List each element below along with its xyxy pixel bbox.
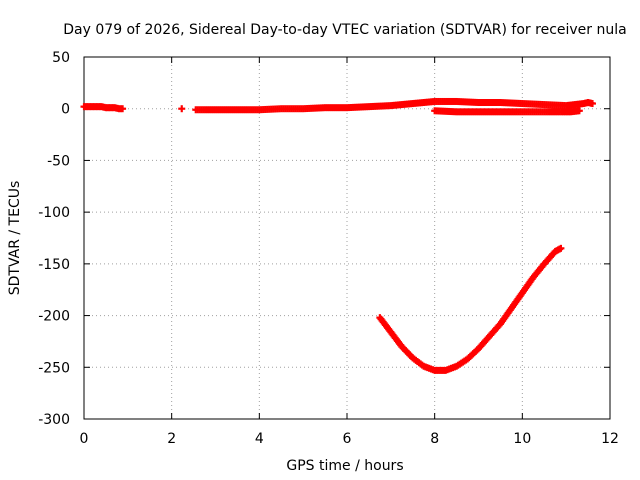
y-tick-label: -150 — [38, 257, 70, 273]
y-tick-label: -300 — [38, 412, 70, 428]
points-layer — [80, 97, 596, 374]
data-point-segment-curve — [557, 244, 565, 252]
axis-layer: 0 2 4 6 8 10 12 50 0 -50 -100 -150 -200 -250 -300 — [38, 50, 619, 447]
x-tick-label: 2 — [167, 431, 176, 447]
data-point-segment-lower-branch — [575, 107, 583, 115]
data-point-isolated-point — [178, 105, 186, 113]
y-tick-label: -200 — [38, 309, 70, 325]
x-tick-label: 10 — [513, 431, 531, 447]
x-axis-label: GPS time / hours — [286, 458, 403, 474]
y-tick-label: 0 — [61, 102, 70, 118]
data-point-segment-main — [588, 100, 596, 108]
x-tick-label: 8 — [430, 431, 439, 447]
x-tick-label: 4 — [255, 431, 264, 447]
x-tick-label: 6 — [343, 431, 352, 447]
x-tick-label: 0 — [80, 431, 89, 447]
data-point-segment-early — [119, 105, 127, 113]
grid-layer — [84, 57, 610, 419]
chart-title: Day 079 of 2026, Sidereal Day-to-day VTE… — [63, 22, 626, 38]
x-tick-label: 12 — [601, 431, 619, 447]
y-axis-label: SDTVAR / TECUs — [7, 181, 23, 296]
y-tick-label: -50 — [47, 153, 70, 169]
y-tick-label: -100 — [38, 205, 70, 221]
y-tick-label: 50 — [52, 50, 70, 66]
y-tick-label: -250 — [38, 360, 70, 376]
